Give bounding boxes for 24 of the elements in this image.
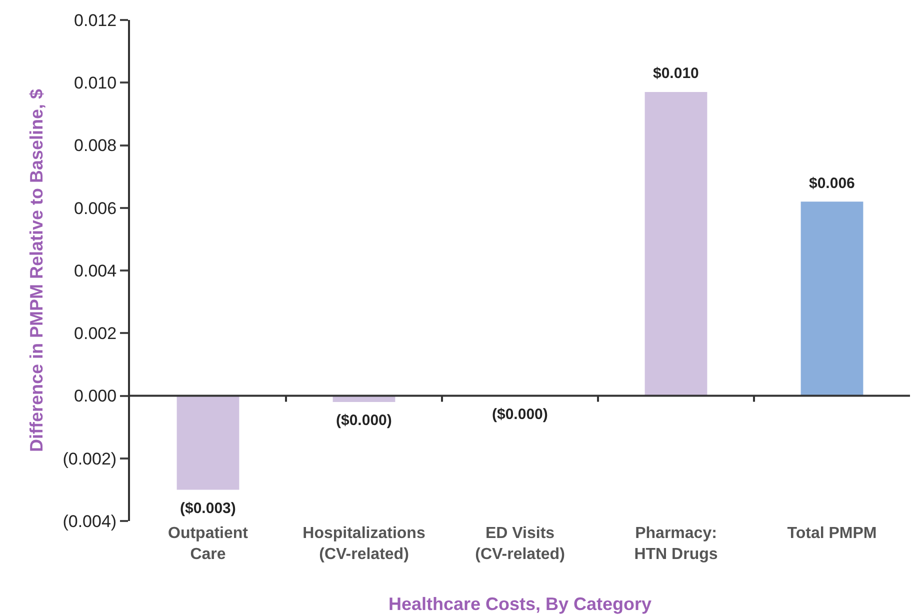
data-label: ($0.000): [336, 412, 392, 429]
x-tick-label: ED Visits (CV-related): [475, 525, 565, 563]
y-tick-label: 0.012: [74, 10, 117, 30]
bar: [644, 92, 708, 396]
x-tick-label: Total PMPM: [787, 525, 877, 542]
data-label: ($0.000): [492, 406, 548, 423]
data-label: $0.010: [653, 65, 699, 82]
x-tick-label: Hospitalizations (CV-related): [302, 525, 426, 563]
y-tick-label: 0.006: [74, 198, 117, 218]
y-tick-label: 0.000: [74, 386, 117, 406]
y-tick-label: (0.004): [62, 512, 117, 531]
x-axis-title: Healthcare Costs, By Category: [388, 594, 652, 614]
bar: [800, 202, 864, 396]
data-label: ($0.003): [180, 500, 236, 517]
y-tick-label: 0.002: [74, 324, 117, 344]
data-label: $0.006: [809, 175, 855, 192]
x-tick-label: Outpatient Care: [168, 525, 249, 563]
y-tick-label: 0.010: [74, 74, 117, 93]
y-tick-label: 0.008: [74, 136, 117, 156]
y-tick-label: (0.002): [62, 449, 117, 468]
y-axis-title: Difference in PMPM Relative to Baseline, $: [26, 88, 46, 452]
y-tick-label: 0.004: [74, 261, 117, 280]
x-tick-label: Pharmacy: HTN Drugs: [634, 525, 718, 563]
bar: [176, 396, 240, 490]
